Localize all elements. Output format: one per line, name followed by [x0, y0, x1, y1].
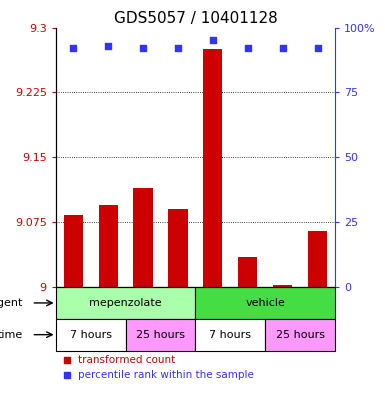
- Bar: [195, 319, 265, 351]
- Point: [244, 45, 251, 51]
- Bar: [99, 205, 118, 287]
- Text: time: time: [0, 330, 23, 340]
- Text: mepenzolate: mepenzolate: [89, 298, 162, 308]
- Bar: [64, 215, 83, 287]
- Text: percentile rank within the sample: percentile rank within the sample: [78, 371, 254, 380]
- Point: [70, 45, 76, 51]
- Text: 25 hours: 25 hours: [136, 330, 185, 340]
- Point: [64, 372, 70, 378]
- Point: [64, 357, 70, 364]
- Title: GDS5057 / 10401128: GDS5057 / 10401128: [114, 11, 277, 26]
- Text: 7 hours: 7 hours: [209, 330, 251, 340]
- Point: [210, 37, 216, 44]
- Text: 7 hours: 7 hours: [70, 330, 112, 340]
- Point: [175, 45, 181, 51]
- Point: [280, 45, 286, 51]
- Bar: [203, 49, 223, 287]
- Point: [140, 45, 146, 51]
- Text: transformed count: transformed count: [78, 355, 176, 365]
- Bar: [134, 187, 152, 287]
- Bar: [56, 287, 195, 319]
- Bar: [195, 287, 335, 319]
- Bar: [56, 319, 126, 351]
- Point: [105, 42, 111, 49]
- Text: vehicle: vehicle: [245, 298, 285, 308]
- Bar: [238, 257, 257, 287]
- Bar: [308, 231, 327, 287]
- Text: agent: agent: [0, 298, 23, 308]
- Text: 25 hours: 25 hours: [276, 330, 325, 340]
- Bar: [126, 319, 195, 351]
- Bar: [265, 319, 335, 351]
- Point: [315, 45, 321, 51]
- Bar: [273, 285, 292, 287]
- Bar: [168, 209, 187, 287]
